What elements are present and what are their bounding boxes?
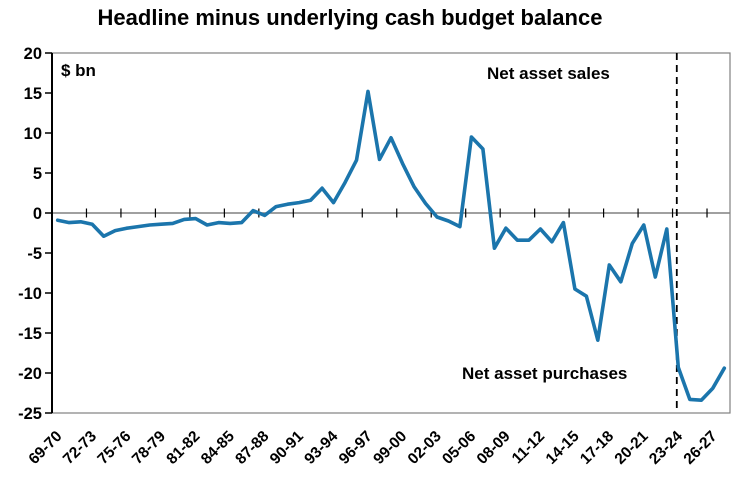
x-axis-tick-label: 78-79 (129, 428, 169, 468)
x-axis-tick-label: 08-09 (474, 428, 514, 468)
x-axis-tick-label: 02-03 (405, 428, 445, 468)
x-axis-tick-label: 75-76 (94, 428, 134, 468)
y-axis-unit-label: $ bn (61, 61, 96, 80)
y-axis-tick-label: 10 (24, 125, 42, 143)
y-axis-tick-label: 5 (33, 165, 42, 183)
y-axis-tick-label: 15 (24, 85, 42, 103)
annotation-net-asset-purchases: Net asset purchases (462, 364, 628, 383)
y-axis-tick-label: -20 (18, 365, 42, 383)
x-axis-tick-label: 20-21 (612, 428, 652, 468)
y-axis-tick-label: 20 (24, 45, 42, 63)
chart-title: Headline minus underlying cash budget ba… (97, 5, 603, 30)
x-axis-tick-label: 17-18 (577, 428, 617, 468)
x-axis-tick-label: 05-06 (439, 428, 479, 468)
x-axis-tick-label: 72-73 (60, 428, 100, 468)
data-series-line (55, 89, 727, 403)
x-axis-tick-label: 99-00 (370, 428, 410, 468)
x-axis-tick-label: 87-88 (232, 428, 272, 468)
x-axis-tick-label: 69-70 (26, 428, 66, 468)
x-axis-tick-label: 81-82 (163, 428, 203, 468)
x-axis-tick-label: 26-27 (681, 428, 721, 468)
plot-frame (51, 52, 731, 414)
annotation-net-asset-sales: Net asset sales (487, 64, 610, 83)
y-axis-tick-label: 0 (33, 205, 42, 223)
y-axis-tick-label: -5 (27, 245, 42, 263)
x-axis-tick-label: 93-94 (301, 428, 341, 468)
x-axis-tick-label: 23-24 (646, 428, 686, 468)
y-axis-tick-label: -10 (18, 285, 42, 303)
x-axis-tick-label: 90-91 (267, 428, 307, 468)
x-axis-tick-label: 96-97 (336, 428, 376, 468)
y-axis-tick-label: -15 (18, 325, 42, 343)
x-axis-tick-label: 11-12 (509, 428, 548, 467)
x-axis-tick-label: 14-15 (543, 428, 583, 468)
x-axis-tick-label: 84-85 (198, 428, 238, 468)
y-axis-tick-label: -25 (18, 405, 42, 423)
